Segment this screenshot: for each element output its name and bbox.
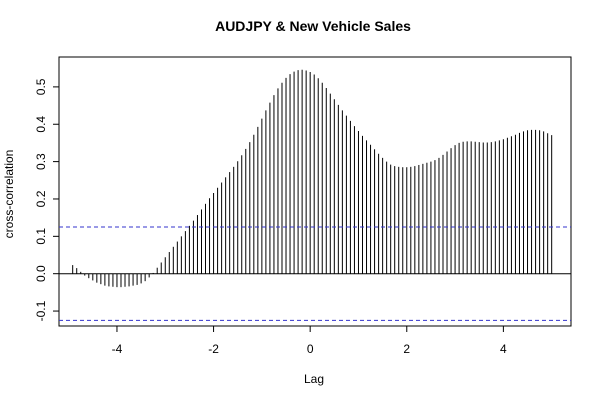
y-axis-label: cross-correlation bbox=[2, 150, 16, 239]
y-tick-label: -0.1 bbox=[34, 300, 48, 321]
x-tick-label: -2 bbox=[208, 342, 219, 356]
plot-frame bbox=[58, 56, 572, 327]
y-tick-label: 0.2 bbox=[34, 190, 48, 207]
x-tick-label: 4 bbox=[500, 342, 507, 356]
x-tick-label: 0 bbox=[307, 342, 314, 356]
y-tick-label: 0.0 bbox=[34, 265, 48, 282]
x-tick-label: -4 bbox=[112, 342, 123, 356]
y-tick-label: 0.5 bbox=[34, 78, 48, 95]
y-tick-label: 0.1 bbox=[34, 228, 48, 245]
x-axis-label: Lag bbox=[304, 372, 324, 386]
y-tick-label: 0.3 bbox=[34, 153, 48, 170]
plot-area: -4 -2 0 2 4 -0.1 0.0 0.1 0.2 0.3 0.4 0.5 bbox=[34, 56, 572, 356]
chart-title: AUDJPY & New Vehicle Sales bbox=[215, 18, 411, 34]
x-tick-label: 2 bbox=[403, 342, 410, 356]
y-tick-label: 0.4 bbox=[34, 116, 48, 133]
